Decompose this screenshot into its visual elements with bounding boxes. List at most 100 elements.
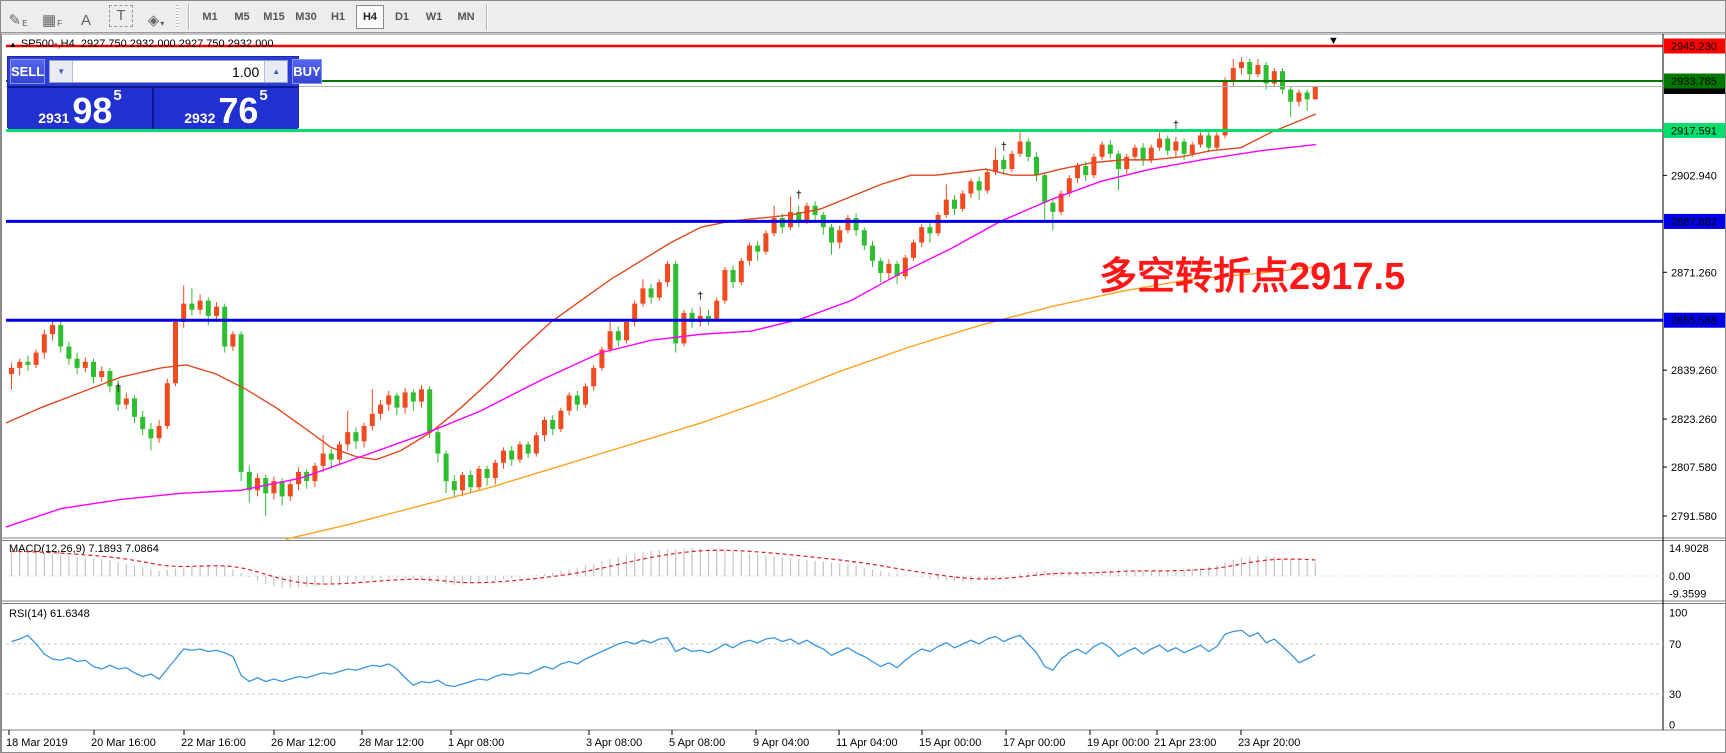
candle-body xyxy=(911,242,916,258)
candle-body xyxy=(919,227,925,243)
candle-body xyxy=(1075,166,1080,179)
candle-body xyxy=(927,227,933,234)
buy-button[interactable]: BUY xyxy=(292,59,322,84)
candle-body xyxy=(656,282,662,298)
candle-body xyxy=(1181,141,1187,154)
ohlc-values: 2927.750 2932.000 2927.750 2932.000 xyxy=(80,38,274,50)
candle-body xyxy=(115,386,121,405)
candles-layer xyxy=(9,57,1318,516)
candle-body xyxy=(1148,147,1154,160)
candle-body xyxy=(238,334,244,472)
collapse-icon[interactable]: ▲ xyxy=(9,40,17,49)
candle-body xyxy=(378,404,383,414)
timeframe-button-m15[interactable]: M15 xyxy=(263,10,285,23)
volume-decrease-button[interactable]: ▼ xyxy=(50,61,74,82)
buy-price-sup: 5 xyxy=(259,87,268,104)
level-badge-2917.591 xyxy=(1664,123,1725,139)
candle-body xyxy=(1288,89,1294,102)
candle-body xyxy=(1239,61,1244,69)
volume-increase-button[interactable]: ▲ xyxy=(264,61,288,82)
sell-button[interactable]: SELL xyxy=(10,59,46,84)
candle-body xyxy=(648,288,654,298)
chart-symbol-header: ▲ SP500-,H4 2927.750 2932.000 2927.750 29… xyxy=(9,38,274,50)
candle-body xyxy=(574,395,580,405)
candle-body xyxy=(451,481,457,491)
timeframe-button-d1[interactable]: D1 xyxy=(394,10,410,23)
price-tick-label: 2823.260 xyxy=(1671,414,1717,426)
candle-body xyxy=(132,398,137,417)
time-axis-label: 21 Apr 23:00 xyxy=(1154,737,1216,749)
candle-body xyxy=(1173,141,1179,151)
candle-body xyxy=(173,322,178,384)
candle-body xyxy=(17,361,23,368)
forecast-grid-icon[interactable]: ▦ F xyxy=(41,11,63,29)
macd-axis-label: 0.00 xyxy=(1669,571,1690,583)
candle-body xyxy=(591,367,597,387)
candle-body xyxy=(788,211,793,228)
timeframe-button-w1[interactable]: W1 xyxy=(425,10,443,23)
candle-body xyxy=(468,474,474,488)
toolbar-icons: ✎ E ▦ F A T ◈ ▾ xyxy=(1,4,173,29)
candle-body xyxy=(935,214,941,234)
timeframe-button-m5[interactable]: M5 xyxy=(234,10,250,23)
candle-body xyxy=(25,361,31,365)
sell-price-prefix: 2931 xyxy=(38,110,70,126)
candle-body xyxy=(271,481,277,494)
candle-body xyxy=(328,453,334,460)
candle-body xyxy=(714,300,720,319)
timeframe-button-m1[interactable]: M1 xyxy=(202,10,218,23)
chart-shift-marker[interactable]: ▼ xyxy=(1328,35,1339,47)
candle-body xyxy=(189,303,195,310)
candle-body xyxy=(706,315,711,319)
annotation-text[interactable]: 多空转折点2917.5 xyxy=(1099,256,1406,298)
candle-body xyxy=(1189,144,1195,154)
macd-axis-label: -9.3599 xyxy=(1669,589,1706,601)
candle-body xyxy=(214,306,219,316)
volume-input[interactable] xyxy=(73,61,265,82)
candle-body xyxy=(394,395,400,408)
candle-body xyxy=(1222,80,1228,136)
candle-body xyxy=(107,370,113,387)
sell-price-big: 98 xyxy=(72,90,113,131)
candle-body xyxy=(353,432,359,442)
text-label-icon[interactable]: A xyxy=(80,11,91,29)
candle-body xyxy=(1206,135,1212,148)
candle-body xyxy=(550,419,556,430)
candle-body xyxy=(1017,141,1023,154)
candle-body xyxy=(419,389,424,402)
candle-body xyxy=(583,386,588,405)
candle-body xyxy=(41,334,47,353)
text-box-icon[interactable]: T xyxy=(109,4,133,27)
candle-body xyxy=(345,432,351,445)
candle-body xyxy=(1107,144,1113,154)
ma-mid-line xyxy=(5,143,1317,528)
level-badge-label: 2917.591 xyxy=(1671,126,1717,138)
buy-price-big: 76 xyxy=(218,90,259,131)
timeframe-button-h4[interactable]: H4 xyxy=(356,4,384,29)
candle-body xyxy=(1140,147,1146,160)
timeframe-button-h1[interactable]: H1 xyxy=(330,10,346,23)
candle-body xyxy=(1247,61,1253,75)
candle-body xyxy=(1230,68,1236,81)
arrow-objects-icon[interactable]: ◈ ▾ xyxy=(147,11,165,29)
candle-body xyxy=(443,453,449,482)
candle-body xyxy=(287,484,293,497)
cross-marker: † xyxy=(1173,119,1179,131)
timeframe-button-m30[interactable]: M30 xyxy=(295,10,317,23)
time-axis-label: 3 Apr 08:00 xyxy=(586,737,642,749)
candle-body xyxy=(492,462,498,479)
candle-body xyxy=(156,426,162,439)
price-tick-label: 2791.580 xyxy=(1671,511,1717,523)
sell-price-display[interactable]: 2931 98 5 xyxy=(8,88,154,129)
candle-body xyxy=(1198,135,1203,145)
symbol-period-label: SP500-,H4 xyxy=(20,38,75,50)
candle-body xyxy=(1050,202,1056,212)
buy-price-display[interactable]: 2932 76 5 xyxy=(154,88,298,129)
rsi-level-label: 0 xyxy=(1669,720,1675,732)
pattern-tool-icon[interactable]: ✎ E xyxy=(8,11,28,29)
toolbar-drag-handle[interactable] xyxy=(176,4,181,29)
timeframe-button-mn[interactable]: MN xyxy=(457,10,475,23)
candle-body xyxy=(673,263,679,344)
candle-body xyxy=(730,270,736,283)
